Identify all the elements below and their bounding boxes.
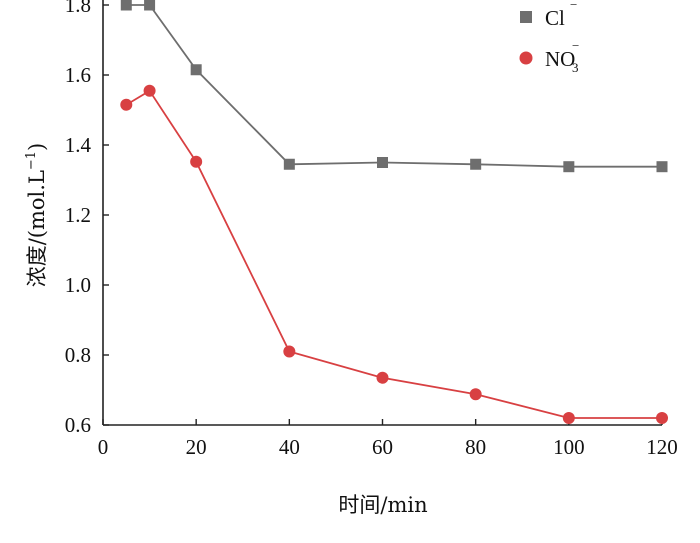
data-point (562, 412, 575, 424)
series-line (126, 4, 662, 168)
data-point (190, 64, 202, 76)
data-point (144, 0, 156, 11)
x-tick-label: 0 (98, 435, 109, 459)
x-axis-title: 时间/min (338, 493, 427, 517)
series-no3 (120, 84, 668, 424)
x-tick-label: 100 (553, 435, 585, 459)
data-point (377, 157, 388, 168)
legend-marker (520, 11, 532, 23)
data-point (376, 371, 389, 384)
x-tick-label: 80 (465, 435, 486, 459)
data-point (120, 98, 133, 111)
legend-superscript: − (572, 38, 579, 53)
y-tick-label: 1.6 (65, 63, 91, 87)
y-tick-label: 1.0 (65, 273, 91, 297)
data-point (143, 84, 156, 97)
y-tick-label: 1.8 (65, 0, 91, 17)
y-tick-label: 0.8 (65, 343, 91, 367)
data-point (190, 155, 203, 168)
data-point (656, 412, 668, 424)
y-tick-label: 1.4 (65, 133, 92, 157)
y-axis-title-close: ) (25, 143, 49, 151)
y-tick-label: 0.6 (65, 413, 91, 437)
series-cl (120, 0, 668, 173)
y-axis-title: 浓度/(mol.L−1) (24, 143, 49, 288)
data-point (283, 158, 295, 170)
legend-subscript: 3 (572, 60, 579, 75)
chart-series (120, 0, 668, 424)
x-tick-label: 120 (646, 435, 678, 459)
data-point (120, 0, 132, 11)
x-tick-label: 20 (186, 435, 207, 459)
legend-item: Cl− (520, 0, 577, 30)
data-point (283, 345, 296, 358)
y-axis-title-main: 浓度/(mol.L (25, 170, 49, 287)
legend-item: NO− 3 (519, 38, 579, 75)
x-tick-label: 40 (279, 435, 300, 459)
y-tick-label: 1.2 (65, 203, 91, 227)
y-axis-title-superscript: −1 (24, 151, 39, 170)
data-point (470, 158, 482, 170)
data-point (469, 388, 482, 401)
legend-label: Cl (545, 6, 565, 30)
chart-legend: Cl−NO−3 (519, 0, 579, 75)
legend-label: NO (545, 47, 575, 71)
chart-ticks: 0 20 40 60 80 100 120 0.6 0.8 1.0 1.2 1.4 1.6 1.8 (65, 0, 678, 459)
series-line (125, 89, 662, 419)
legend-superscript: − (570, 0, 577, 12)
x-tick-label: 60 (372, 435, 393, 459)
data-point (563, 161, 575, 173)
legend-marker (519, 51, 533, 65)
data-point (656, 161, 668, 173)
